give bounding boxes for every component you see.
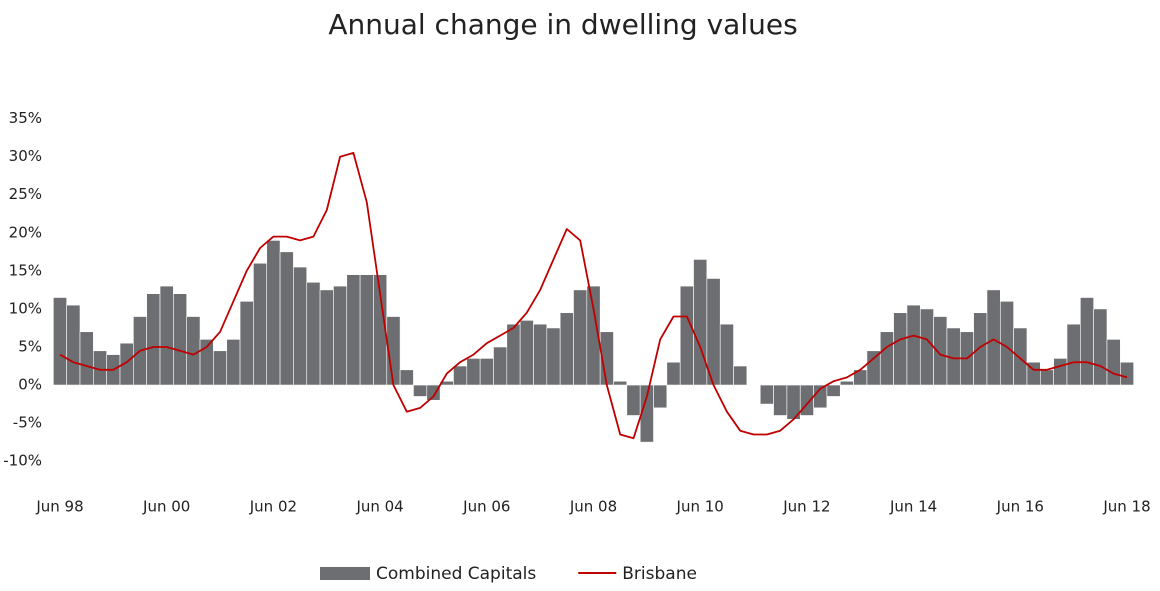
bar bbox=[533, 323, 548, 386]
bar bbox=[186, 316, 201, 386]
bar bbox=[279, 251, 294, 386]
bar bbox=[799, 384, 814, 416]
bar bbox=[573, 289, 588, 386]
chart-title: Annual change in dwelling values bbox=[328, 8, 797, 41]
y-tick-label: -5% bbox=[13, 414, 42, 432]
bar bbox=[266, 240, 281, 386]
x-tick-label: Jun 12 bbox=[782, 498, 830, 516]
line bbox=[59, 152, 1128, 440]
bar bbox=[53, 297, 67, 386]
bar bbox=[346, 274, 361, 386]
bar bbox=[79, 331, 94, 386]
bar bbox=[519, 320, 534, 386]
bar bbox=[613, 380, 628, 386]
bar bbox=[226, 339, 241, 386]
bar bbox=[1120, 361, 1134, 386]
x-tick-label: Jun 10 bbox=[676, 498, 724, 516]
bar bbox=[466, 358, 481, 386]
bar bbox=[493, 346, 508, 386]
bar bbox=[679, 285, 694, 386]
bar bbox=[1093, 308, 1108, 386]
bar bbox=[866, 350, 881, 386]
bar bbox=[666, 361, 681, 386]
bar bbox=[146, 293, 161, 386]
y-tick-label: -10% bbox=[3, 452, 42, 470]
y-tick-label: 0% bbox=[18, 376, 42, 394]
bar bbox=[479, 358, 494, 386]
bar bbox=[1106, 339, 1121, 386]
bar bbox=[879, 331, 894, 386]
y-tick-label: 30% bbox=[9, 147, 42, 165]
bar bbox=[693, 259, 708, 386]
bar bbox=[1040, 369, 1054, 386]
bar bbox=[906, 304, 921, 386]
bar bbox=[399, 369, 414, 386]
bar bbox=[159, 285, 174, 386]
bar bbox=[933, 316, 948, 386]
y-tick-label: 10% bbox=[9, 299, 42, 317]
bar bbox=[626, 384, 641, 416]
bar bbox=[719, 323, 734, 386]
x-tick-label: Jun 08 bbox=[569, 498, 617, 516]
bar bbox=[426, 384, 441, 401]
bar bbox=[173, 293, 188, 386]
bar bbox=[893, 312, 908, 386]
bar bbox=[919, 308, 934, 386]
bar bbox=[66, 304, 81, 386]
bar bbox=[306, 281, 321, 386]
bar bbox=[253, 262, 268, 386]
bar bbox=[1013, 327, 1028, 386]
y-tick-label: 15% bbox=[9, 261, 42, 279]
x-tick-label: Jun 04 bbox=[355, 498, 403, 516]
bar bbox=[213, 350, 228, 386]
bar bbox=[973, 312, 988, 386]
x-tick-label: Jun 16 bbox=[996, 498, 1044, 516]
bar bbox=[839, 380, 854, 386]
bar bbox=[1053, 358, 1068, 386]
bar bbox=[453, 365, 468, 386]
bar bbox=[999, 301, 1014, 386]
bar bbox=[1066, 323, 1081, 386]
bar bbox=[653, 384, 668, 409]
bar bbox=[319, 289, 334, 386]
bar bbox=[733, 365, 748, 386]
bar bbox=[546, 327, 561, 386]
legend-label: Brisbane bbox=[622, 564, 697, 584]
bar bbox=[239, 301, 254, 386]
bar bbox=[359, 274, 374, 386]
bar bbox=[559, 312, 574, 386]
legend-swatch bbox=[320, 567, 370, 580]
x-tick-label: Jun 14 bbox=[889, 498, 937, 516]
bar bbox=[986, 289, 1001, 386]
bar bbox=[1080, 297, 1094, 386]
y-tick-label: 20% bbox=[9, 223, 42, 241]
x-tick-label: Jun 00 bbox=[142, 498, 190, 516]
bar bbox=[413, 384, 428, 397]
y-tick-label: 35% bbox=[9, 109, 42, 127]
bar bbox=[333, 285, 348, 386]
y-tick-label: 25% bbox=[9, 185, 42, 203]
y-tick-label: 5% bbox=[18, 337, 42, 355]
x-tick-label: Jun 18 bbox=[1102, 498, 1150, 516]
bar bbox=[506, 323, 521, 386]
bar bbox=[759, 384, 774, 405]
x-tick-label: Jun 02 bbox=[249, 498, 297, 516]
x-tick-label: Jun 98 bbox=[35, 498, 83, 516]
bar bbox=[639, 384, 654, 443]
x-tick-label: Jun 06 bbox=[462, 498, 510, 516]
legend-label: Combined Capitals bbox=[376, 564, 536, 584]
bar bbox=[773, 384, 788, 416]
bar bbox=[826, 384, 841, 397]
bar bbox=[293, 266, 308, 386]
